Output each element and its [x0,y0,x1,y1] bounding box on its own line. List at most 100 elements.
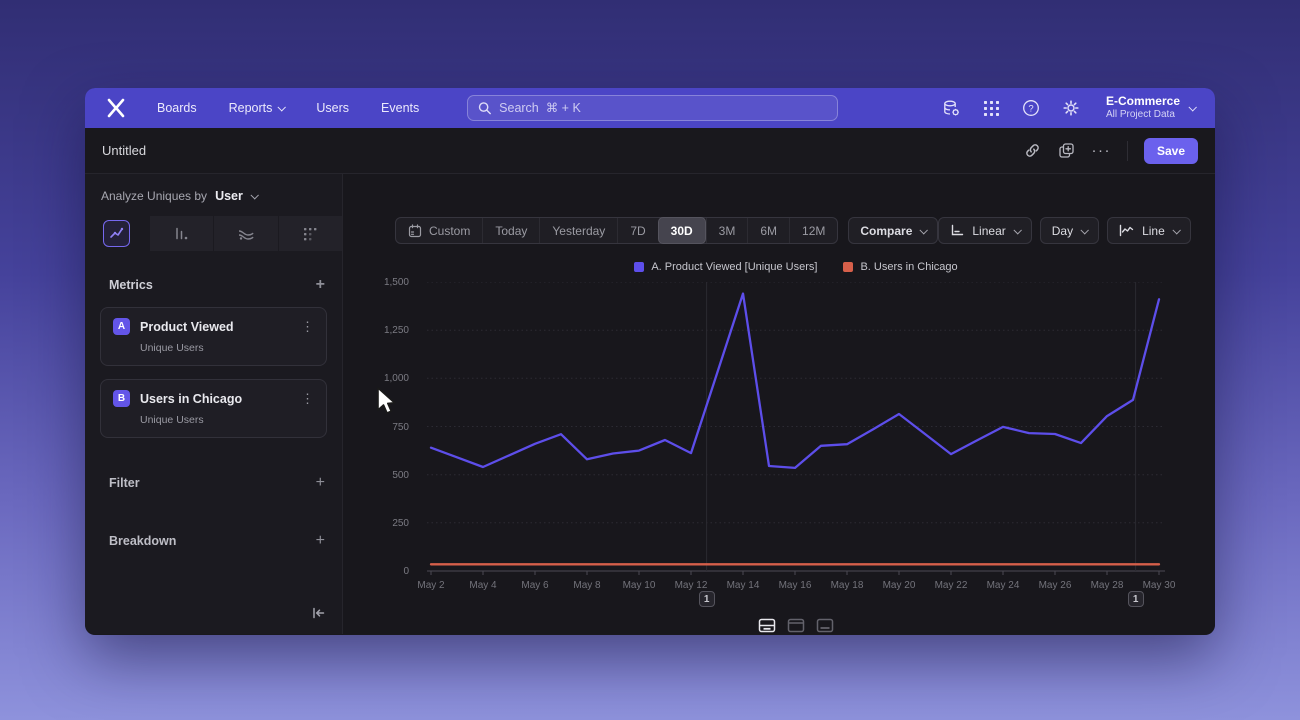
report-toolbar: Untitled ··· Save [85,128,1215,174]
y-tick-label: 500 [392,469,409,481]
project-name: E-Commerce [1105,94,1180,109]
query-sidebar: Analyze Uniques by User [85,174,343,634]
top-navbar: Boards Reports Users Events [85,88,1215,128]
help-icon[interactable]: ? [1022,99,1041,118]
chevron-down-icon [250,191,259,200]
metric-subtitle[interactable]: Unique Users [140,342,204,354]
x-tick-label: May 24 [986,580,1020,591]
x-tick-label: May 30 [1142,580,1176,591]
app-window: Boards Reports Users Events [85,88,1215,635]
line-chart-icon [1119,224,1134,237]
range-6m[interactable]: 6M [747,218,789,243]
chart-type-dropdown[interactable]: Line [1107,217,1191,244]
y-tick-label: 0 [403,566,409,577]
chart-view-toggle[interactable] [787,618,805,638]
range-custom[interactable]: Custom [396,218,482,243]
annotation-badge[interactable]: 1 [1127,591,1144,607]
nav-item-reports[interactable]: Reports [229,101,287,115]
x-tick-label: May 26 [1038,580,1072,591]
x-tick-label: May 18 [830,580,864,591]
nav-item-users[interactable]: Users [316,101,350,115]
link-icon[interactable] [1023,142,1041,160]
search-input[interactable] [499,101,827,115]
granularity-dropdown[interactable]: Day [1039,217,1100,244]
metric-name: Product Viewed [140,319,234,334]
metrics-title: Metrics [109,278,153,292]
nav-item-events[interactable]: Events [381,101,420,115]
compare-button[interactable]: Compare [848,217,939,244]
filter-section: Filter + [85,474,342,492]
collapse-sidebar-icon[interactable] [311,606,326,625]
range-12m[interactable]: 12M [789,218,837,243]
table-view-toggle[interactable] [816,618,834,638]
add-filter-button[interactable]: + [315,474,325,491]
chevron-down-icon [277,103,287,112]
mixpanel-logo-icon[interactable] [105,97,127,119]
analyze-uniques-row[interactable]: Analyze Uniques by User [85,174,342,212]
breakdown-title: Breakdown [109,534,177,548]
duplicate-icon[interactable] [1057,142,1075,160]
y-tick-label: 250 [392,517,409,529]
chart-legend: A. Product Viewed [Unique Users] B. User… [427,261,1165,273]
tab-flow-chart[interactable] [213,216,278,251]
y-tick-label: 750 [392,421,409,433]
gear-icon[interactable] [1062,99,1081,118]
range-30d[interactable]: 30D [657,217,706,244]
metric-menu-icon[interactable]: ⋮ [301,318,314,334]
x-tick-label: May 2 [417,580,445,591]
search-bar[interactable] [467,95,838,121]
y-tick-label: 1,250 [383,325,409,337]
project-selector[interactable]: E-Commerce All Project Data [1105,94,1197,122]
divider [1126,140,1128,161]
range-yesterday[interactable]: Yesterday [539,218,617,243]
x-tick-label: May 22 [934,580,968,591]
legend-item-b[interactable]: B. Users in Chicago [843,261,958,273]
save-button[interactable]: Save [1143,137,1198,164]
line-chart-icon [110,227,124,238]
metric-card-users-in-chicago[interactable]: B Users in Chicago ⋮ Unique Users [100,379,327,438]
metric-name: Users in Chicago [140,391,243,406]
nav-item-boards[interactable]: Boards [157,101,197,115]
calendar-icon [408,223,422,237]
legend-item-a[interactable]: A. Product Viewed [Unique Users] [634,261,817,273]
metric-grid-icon [304,227,317,240]
add-metric-button[interactable]: + [315,276,325,293]
metric-badge-a: A [113,318,130,335]
analyze-value: User [215,189,243,203]
chart-type-tabs [85,216,342,251]
y-axis-labels: 0 250 500 750 1,000 1,250 1,500 [343,277,419,577]
project-subtitle: All Project Data [1105,109,1175,121]
scale-dropdown[interactable]: Linear [938,217,1032,244]
x-tick-label: May 14 [726,580,760,591]
range-3m[interactable]: 3M [705,218,748,243]
annotation-badge[interactable]: 1 [698,591,715,607]
chevron-down-icon [1188,103,1197,112]
chart-panel: Custom Today Yesterday 7D 30D 3M 6M 12M … [343,174,1215,634]
linear-axis-icon [952,224,964,236]
tab-metric-grid[interactable] [277,216,342,251]
tab-line-chart[interactable] [85,216,149,251]
range-today[interactable]: Today [482,218,539,243]
split-view-toggle[interactable] [758,618,776,638]
metric-subtitle[interactable]: Unique Users [140,414,204,426]
metric-card-product-viewed[interactable]: A Product Viewed ⋮ Unique Users [100,307,327,366]
more-icon[interactable]: ··· [1091,142,1111,159]
data-settings-icon[interactable] [942,99,961,118]
add-breakdown-button[interactable]: + [315,532,325,549]
range-7d[interactable]: 7D [617,218,657,243]
flow-chart-icon [238,229,254,240]
x-tick-label: May 20 [882,580,916,591]
report-title[interactable]: Untitled [102,143,147,158]
x-tick-label: May 4 [469,580,497,591]
apps-grid-icon[interactable] [982,99,1001,118]
chevron-down-icon [1013,225,1022,235]
line-chart[interactable] [427,282,1165,576]
bar-chart-icon [176,227,188,240]
breakdown-section: Breakdown + [85,532,342,550]
tab-bar-chart[interactable] [148,216,213,251]
svg-text:?: ? [1029,103,1034,114]
x-tick-label: May 8 [573,580,601,591]
metrics-header: Metrics + [85,276,342,294]
metric-menu-icon[interactable]: ⋮ [301,390,314,406]
x-tick-label: May 12 [674,580,708,591]
